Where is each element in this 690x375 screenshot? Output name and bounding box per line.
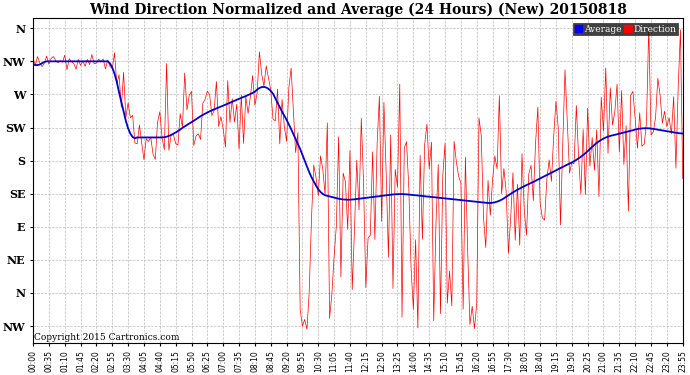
- Title: Wind Direction Normalized and Average (24 Hours) (New) 20150818: Wind Direction Normalized and Average (2…: [89, 3, 627, 17]
- Text: Copyright 2015 Cartronics.com: Copyright 2015 Cartronics.com: [34, 333, 179, 342]
- Legend: Average, Direction: Average, Direction: [573, 23, 678, 36]
